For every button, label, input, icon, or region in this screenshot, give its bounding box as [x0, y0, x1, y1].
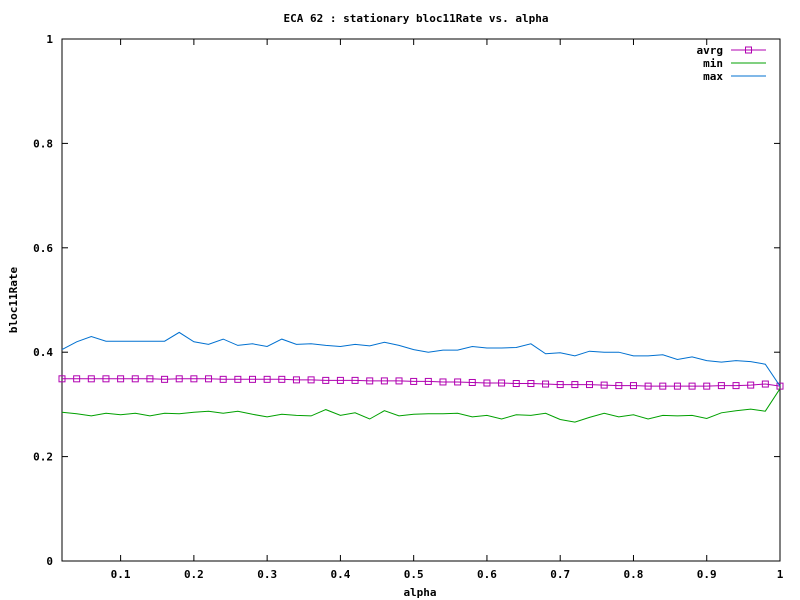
series-line-avrg	[62, 378, 781, 387]
data-point-avrg	[629, 382, 637, 390]
x-tick-label: 0.6	[477, 568, 497, 581]
data-point-avrg	[248, 375, 256, 383]
data-point-avrg	[87, 375, 95, 383]
x-tick-label: 0.3	[257, 568, 277, 581]
x-tick-label: 1	[777, 568, 784, 581]
data-point-avrg	[571, 381, 579, 389]
y-tick-label: 0.6	[33, 242, 53, 255]
data-point-avrg	[747, 381, 755, 389]
data-point-avrg	[556, 381, 564, 389]
data-point-avrg	[351, 376, 359, 384]
series-line-min	[61, 388, 781, 423]
data-point-avrg	[263, 375, 271, 383]
x-tick-label: 0.8	[624, 568, 644, 581]
legend-marker-avrg	[745, 46, 752, 54]
x-tick-label: 0.4	[330, 568, 350, 581]
data-point-avrg	[307, 376, 315, 384]
data-point-avrg	[542, 380, 550, 388]
x-tick-label: 0.1	[111, 568, 131, 581]
data-point-avrg	[366, 377, 374, 385]
data-point-avrg	[527, 380, 535, 388]
y-tick-label: 0	[46, 555, 53, 568]
data-point-avrg	[336, 376, 344, 384]
data-point-avrg	[586, 381, 594, 389]
data-point-avrg	[234, 375, 242, 383]
data-point-avrg	[659, 382, 667, 390]
data-point-avrg	[512, 380, 520, 388]
data-point-avrg	[131, 375, 139, 383]
chart-title: ECA 62 : stationary bloc11Rate vs. alpha	[284, 12, 549, 25]
data-point-avrg	[644, 382, 652, 390]
data-point-avrg	[483, 379, 491, 387]
y-axis: 0 0.2 0.4 0.6 0.8 1	[33, 33, 780, 568]
y-tick-label: 0.8	[33, 137, 53, 150]
data-point-avrg	[278, 375, 286, 383]
data-point-avrg	[717, 382, 725, 390]
data-point-avrg	[454, 378, 462, 386]
x-tick-label: 0.2	[184, 568, 204, 581]
data-point-avrg	[117, 375, 125, 383]
x-tick-label: 0.5	[404, 568, 424, 581]
data-point-avrg	[395, 377, 403, 385]
data-point-avrg	[58, 375, 66, 383]
data-point-avrg	[102, 375, 110, 383]
data-point-avrg	[175, 375, 183, 383]
series-layer	[58, 331, 784, 423]
data-point-avrg	[761, 380, 769, 388]
data-point-avrg	[73, 375, 81, 383]
legend-label-avrg: avrg	[697, 44, 724, 57]
data-point-avrg	[410, 377, 418, 385]
data-point-avrg	[380, 377, 388, 385]
y-tick-label: 0.2	[33, 451, 53, 464]
data-point-avrg	[292, 376, 300, 384]
data-point-avrg	[205, 375, 213, 383]
legend-label-min: min	[703, 57, 723, 70]
data-point-avrg	[673, 382, 681, 390]
data-point-avrg	[322, 376, 330, 384]
plot-frame	[61, 38, 781, 562]
x-axis: 0.1 0.2 0.3 0.4 0.5 0.6 0.7 0.8 0.9 1	[111, 39, 784, 581]
legend-label-max: max	[703, 70, 723, 83]
x-tick-label: 0.9	[697, 568, 717, 581]
y-tick-label: 1	[46, 33, 53, 46]
series-line-max	[61, 331, 781, 387]
data-point-avrg	[688, 382, 696, 390]
data-point-avrg	[703, 382, 711, 390]
x-axis-label: alpha	[403, 586, 436, 599]
y-axis-label: bloc11Rate	[7, 267, 20, 334]
data-point-avrg	[498, 379, 506, 387]
data-point-avrg	[732, 382, 740, 390]
data-point-avrg	[439, 378, 447, 386]
data-point-avrg	[161, 375, 169, 383]
data-point-avrg	[600, 381, 608, 389]
data-point-avrg	[146, 375, 154, 383]
data-point-avrg	[190, 375, 198, 383]
data-point-avrg	[424, 377, 432, 385]
data-point-avrg	[468, 378, 476, 386]
data-point-avrg	[615, 382, 623, 390]
x-tick-label: 0.7	[550, 568, 570, 581]
data-point-avrg	[219, 375, 227, 383]
y-tick-label: 0.4	[33, 346, 53, 359]
